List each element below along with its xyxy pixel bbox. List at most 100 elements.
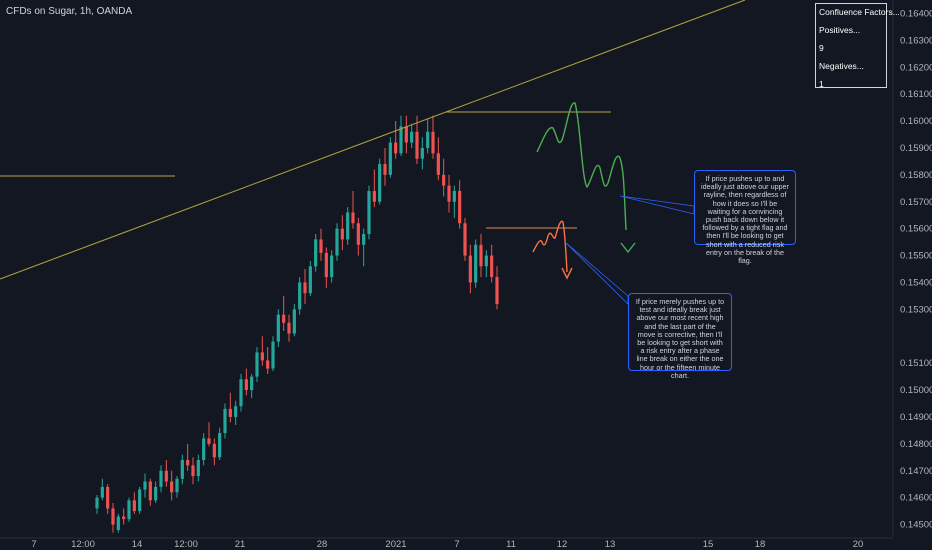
candle	[474, 239, 478, 288]
candle	[228, 392, 232, 423]
candle	[436, 137, 440, 181]
candle	[303, 269, 307, 304]
candle	[314, 234, 318, 272]
price-tick-label: 0.15800	[900, 170, 932, 181]
candle	[138, 486, 142, 514]
candle	[202, 433, 206, 466]
candle	[95, 494, 99, 514]
drawings	[0, 0, 746, 305]
candle	[196, 454, 200, 482]
time-tick-label: 21	[235, 539, 246, 550]
orange-projection-path[interactable]	[532, 220, 568, 273]
candle	[415, 115, 419, 165]
price-axis[interactable]: 0.16400 0.16300 0.16200 0.16100 0.16000 0.159…	[892, 0, 932, 538]
candle	[308, 260, 312, 296]
price-tick-label: 0.14900	[900, 412, 932, 423]
candle	[452, 185, 456, 218]
candle	[490, 244, 494, 283]
price-tick-label: 0.15600	[900, 224, 932, 235]
lower-callout-text: If price merely pushes up to test and id…	[635, 297, 725, 380]
candle	[468, 244, 472, 294]
candle	[244, 368, 248, 396]
price-tick-label: 0.15700	[900, 197, 932, 208]
candle	[154, 481, 158, 504]
candle	[420, 137, 424, 170]
price-tick-label: 0.14600	[900, 493, 932, 504]
candle	[218, 427, 222, 460]
price-tick-label: 0.16200	[900, 62, 932, 73]
positives-label: Positives...	[819, 25, 861, 35]
candle	[495, 266, 499, 310]
candle	[223, 403, 227, 439]
green-projection-path[interactable]	[536, 102, 627, 231]
time-tick-label: 14	[132, 539, 143, 550]
candle	[351, 190, 355, 229]
candle	[378, 158, 382, 205]
candle	[164, 459, 168, 487]
orange-arrowhead	[561, 267, 573, 280]
candle	[132, 492, 136, 514]
candle	[292, 303, 296, 337]
symbol-title: CFDs on Sugar, 1h, OANDA	[6, 6, 133, 17]
candle	[212, 438, 216, 466]
candle	[255, 347, 259, 382]
candle	[330, 250, 334, 283]
price-tick-label: 0.15000	[900, 385, 932, 396]
confluence-table: Confluence Factors... Positives... 9 Neg…	[815, 3, 900, 89]
green-arrowhead	[620, 242, 636, 254]
candle	[143, 473, 147, 498]
candle	[100, 478, 104, 501]
rising-trendline[interactable]	[0, 0, 746, 280]
positives-value: 9	[819, 43, 824, 53]
candle	[426, 118, 430, 154]
price-tick-label: 0.14500	[900, 520, 932, 531]
negatives-value: 1	[819, 79, 824, 89]
confluence-title: Confluence Factors...	[819, 7, 900, 17]
price-tick-label: 0.15400	[900, 277, 932, 288]
time-tick-label: 11	[506, 539, 516, 550]
candle	[170, 470, 174, 501]
candle	[484, 250, 488, 278]
candle	[324, 247, 328, 288]
price-tick-label: 0.15500	[900, 251, 932, 262]
candle	[399, 115, 403, 157]
candle	[340, 215, 344, 251]
candle	[383, 147, 387, 186]
candle	[159, 465, 163, 493]
candle	[335, 223, 339, 261]
candle	[479, 234, 483, 278]
candle	[410, 123, 414, 148]
price-tick-label: 0.14800	[900, 439, 932, 450]
candle	[271, 336, 275, 372]
lower-callout[interactable]: If price merely pushes up to test and id…	[628, 293, 732, 379]
candle	[239, 373, 243, 412]
candle	[127, 497, 131, 522]
upper-callout[interactable]: If price pushes up to and ideally just a…	[694, 170, 796, 265]
candle	[362, 228, 366, 267]
candle	[298, 277, 302, 315]
candle	[260, 336, 264, 366]
candle	[367, 185, 371, 240]
candle	[319, 228, 323, 261]
price-tick-label: 0.16400	[900, 8, 932, 19]
upper-callout-text: If price pushes up to and ideally just a…	[701, 174, 789, 266]
candle	[180, 454, 184, 485]
candle	[234, 400, 238, 426]
candle	[207, 422, 211, 447]
time-tick-label: 13	[605, 539, 616, 550]
candle	[282, 295, 286, 331]
candle	[122, 508, 126, 525]
candle	[175, 476, 179, 498]
candle	[116, 513, 120, 533]
time-tick-label: 12	[557, 539, 568, 550]
candle	[442, 158, 446, 197]
price-tick-label: 0.16300	[900, 35, 932, 46]
candles	[95, 115, 499, 533]
price-tick-label: 0.16100	[900, 89, 932, 100]
time-tick-label: 18	[755, 539, 766, 550]
candle	[111, 503, 115, 533]
price-tick-label: 0.16000	[900, 116, 932, 127]
time-axis[interactable]: 7 12:00 14 12:00 21 28 2021 7 11 12 13 15 18 20	[0, 537, 893, 550]
